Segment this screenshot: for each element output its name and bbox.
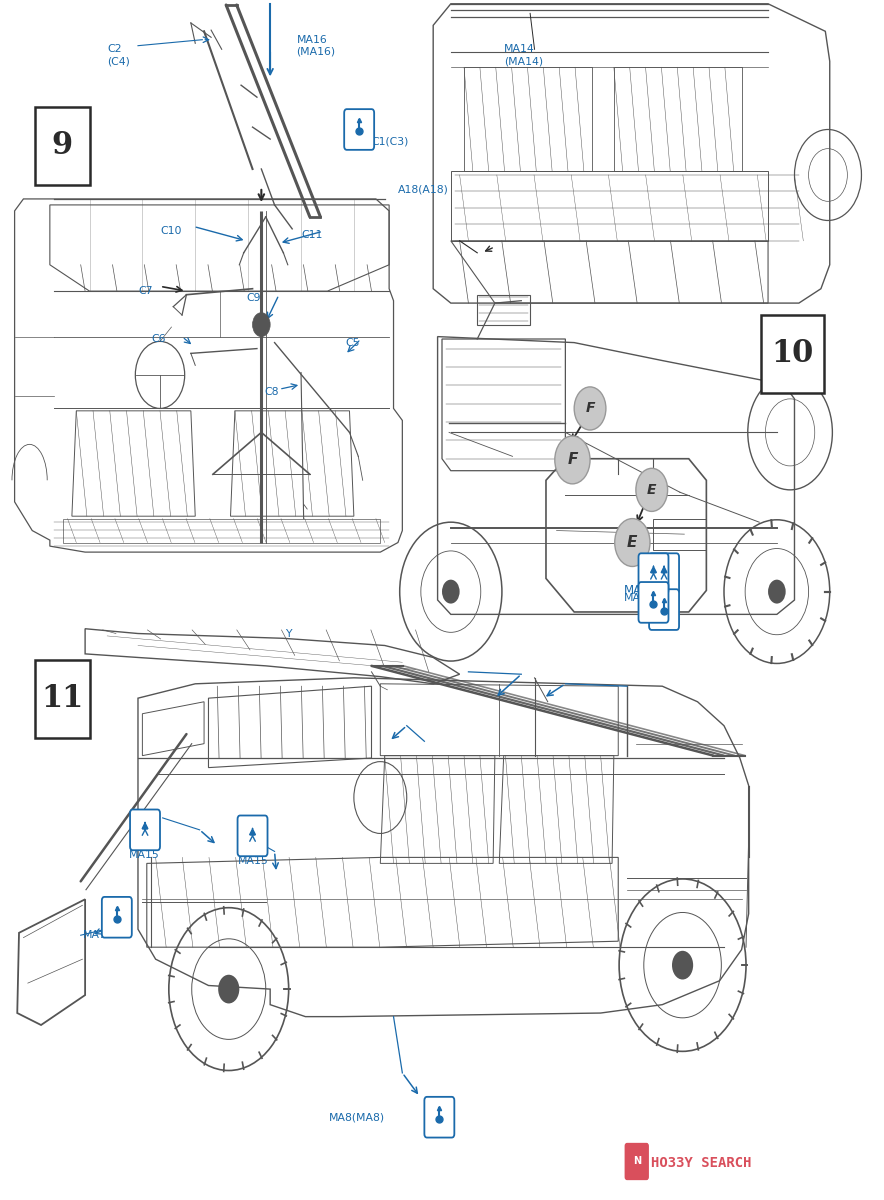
Text: MA16
(MA16): MA16 (MA16): [297, 35, 336, 56]
FancyBboxPatch shape: [102, 896, 132, 937]
Circle shape: [636, 468, 667, 511]
Text: C1(C3): C1(C3): [371, 137, 409, 146]
Text: MA15: MA15: [238, 856, 269, 866]
Circle shape: [442, 580, 460, 604]
Text: C10: C10: [160, 227, 181, 236]
FancyBboxPatch shape: [638, 582, 668, 623]
FancyBboxPatch shape: [424, 1097, 454, 1138]
Text: C11: C11: [301, 230, 323, 240]
Circle shape: [253, 313, 271, 337]
Text: MA1: MA1: [623, 593, 647, 602]
FancyBboxPatch shape: [34, 107, 89, 185]
FancyBboxPatch shape: [130, 810, 160, 851]
Circle shape: [768, 580, 786, 604]
Text: A18(A18): A18(A18): [398, 185, 449, 194]
Text: MA8(MA8): MA8(MA8): [329, 1112, 385, 1122]
Text: N: N: [633, 1157, 641, 1166]
Text: C6: C6: [151, 334, 165, 344]
Text: C2
(C4): C2 (C4): [107, 44, 130, 66]
Text: MA15: MA15: [129, 850, 160, 860]
FancyBboxPatch shape: [638, 553, 668, 594]
Circle shape: [218, 974, 240, 1003]
Circle shape: [614, 518, 650, 566]
Circle shape: [672, 950, 693, 979]
Text: 11: 11: [41, 683, 83, 714]
Text: HO33Y SEARCH: HO33Y SEARCH: [651, 1156, 751, 1170]
Text: MA1: MA1: [623, 584, 649, 596]
FancyBboxPatch shape: [625, 1144, 648, 1180]
Text: F: F: [568, 452, 577, 468]
Text: 10: 10: [772, 338, 814, 370]
Text: E: E: [627, 535, 637, 550]
Text: C9: C9: [247, 293, 261, 304]
Text: C7: C7: [138, 286, 152, 296]
Text: C5: C5: [345, 337, 360, 348]
Text: MA7: MA7: [82, 930, 106, 941]
Text: 9: 9: [51, 130, 72, 161]
FancyBboxPatch shape: [34, 660, 89, 738]
FancyBboxPatch shape: [238, 816, 268, 857]
Text: F: F: [585, 402, 595, 415]
Text: Y: Y: [286, 629, 292, 638]
Text: MA14
(MA14): MA14 (MA14): [504, 44, 543, 66]
Text: E: E: [647, 482, 657, 497]
Circle shape: [555, 436, 590, 484]
FancyBboxPatch shape: [761, 316, 825, 392]
FancyBboxPatch shape: [649, 553, 679, 594]
FancyBboxPatch shape: [649, 589, 679, 630]
FancyBboxPatch shape: [344, 109, 374, 150]
Circle shape: [575, 386, 606, 430]
Text: C8: C8: [264, 386, 278, 397]
